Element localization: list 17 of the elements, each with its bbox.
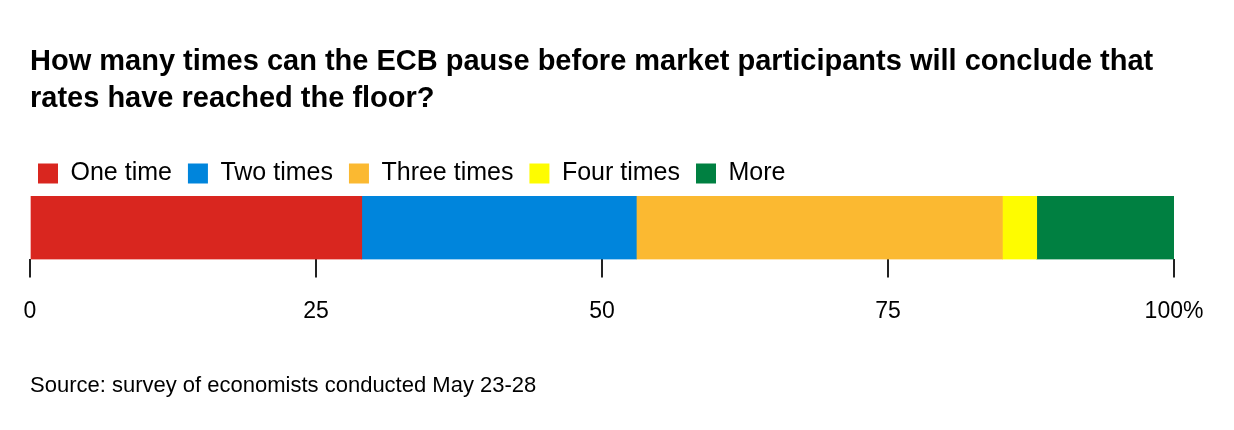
legend-label: One time xyxy=(70,157,172,186)
bar xyxy=(1036,196,1174,260)
chart-title: How many times can the ECB pause before market participants will conclude that rates have reached the floor? xyxy=(30,43,1155,115)
x-tick-label: 50 xyxy=(589,296,615,323)
legend-label: Two times xyxy=(220,157,333,186)
x-tick-label: 75 xyxy=(875,296,901,323)
bar xyxy=(1002,196,1038,260)
source-note: Source: survey of economists conducted May 23-28 xyxy=(30,372,537,398)
bar xyxy=(30,196,363,260)
legend-label: More xyxy=(728,157,786,186)
legend-label: Four times xyxy=(561,157,681,186)
bar xyxy=(361,196,637,260)
legend-label: Three times xyxy=(381,157,514,186)
x-tick-label: 0 xyxy=(23,296,37,323)
x-tick-label: 100% xyxy=(1144,296,1204,323)
x-tick-label: 25 xyxy=(303,296,329,323)
bar xyxy=(635,196,1003,260)
